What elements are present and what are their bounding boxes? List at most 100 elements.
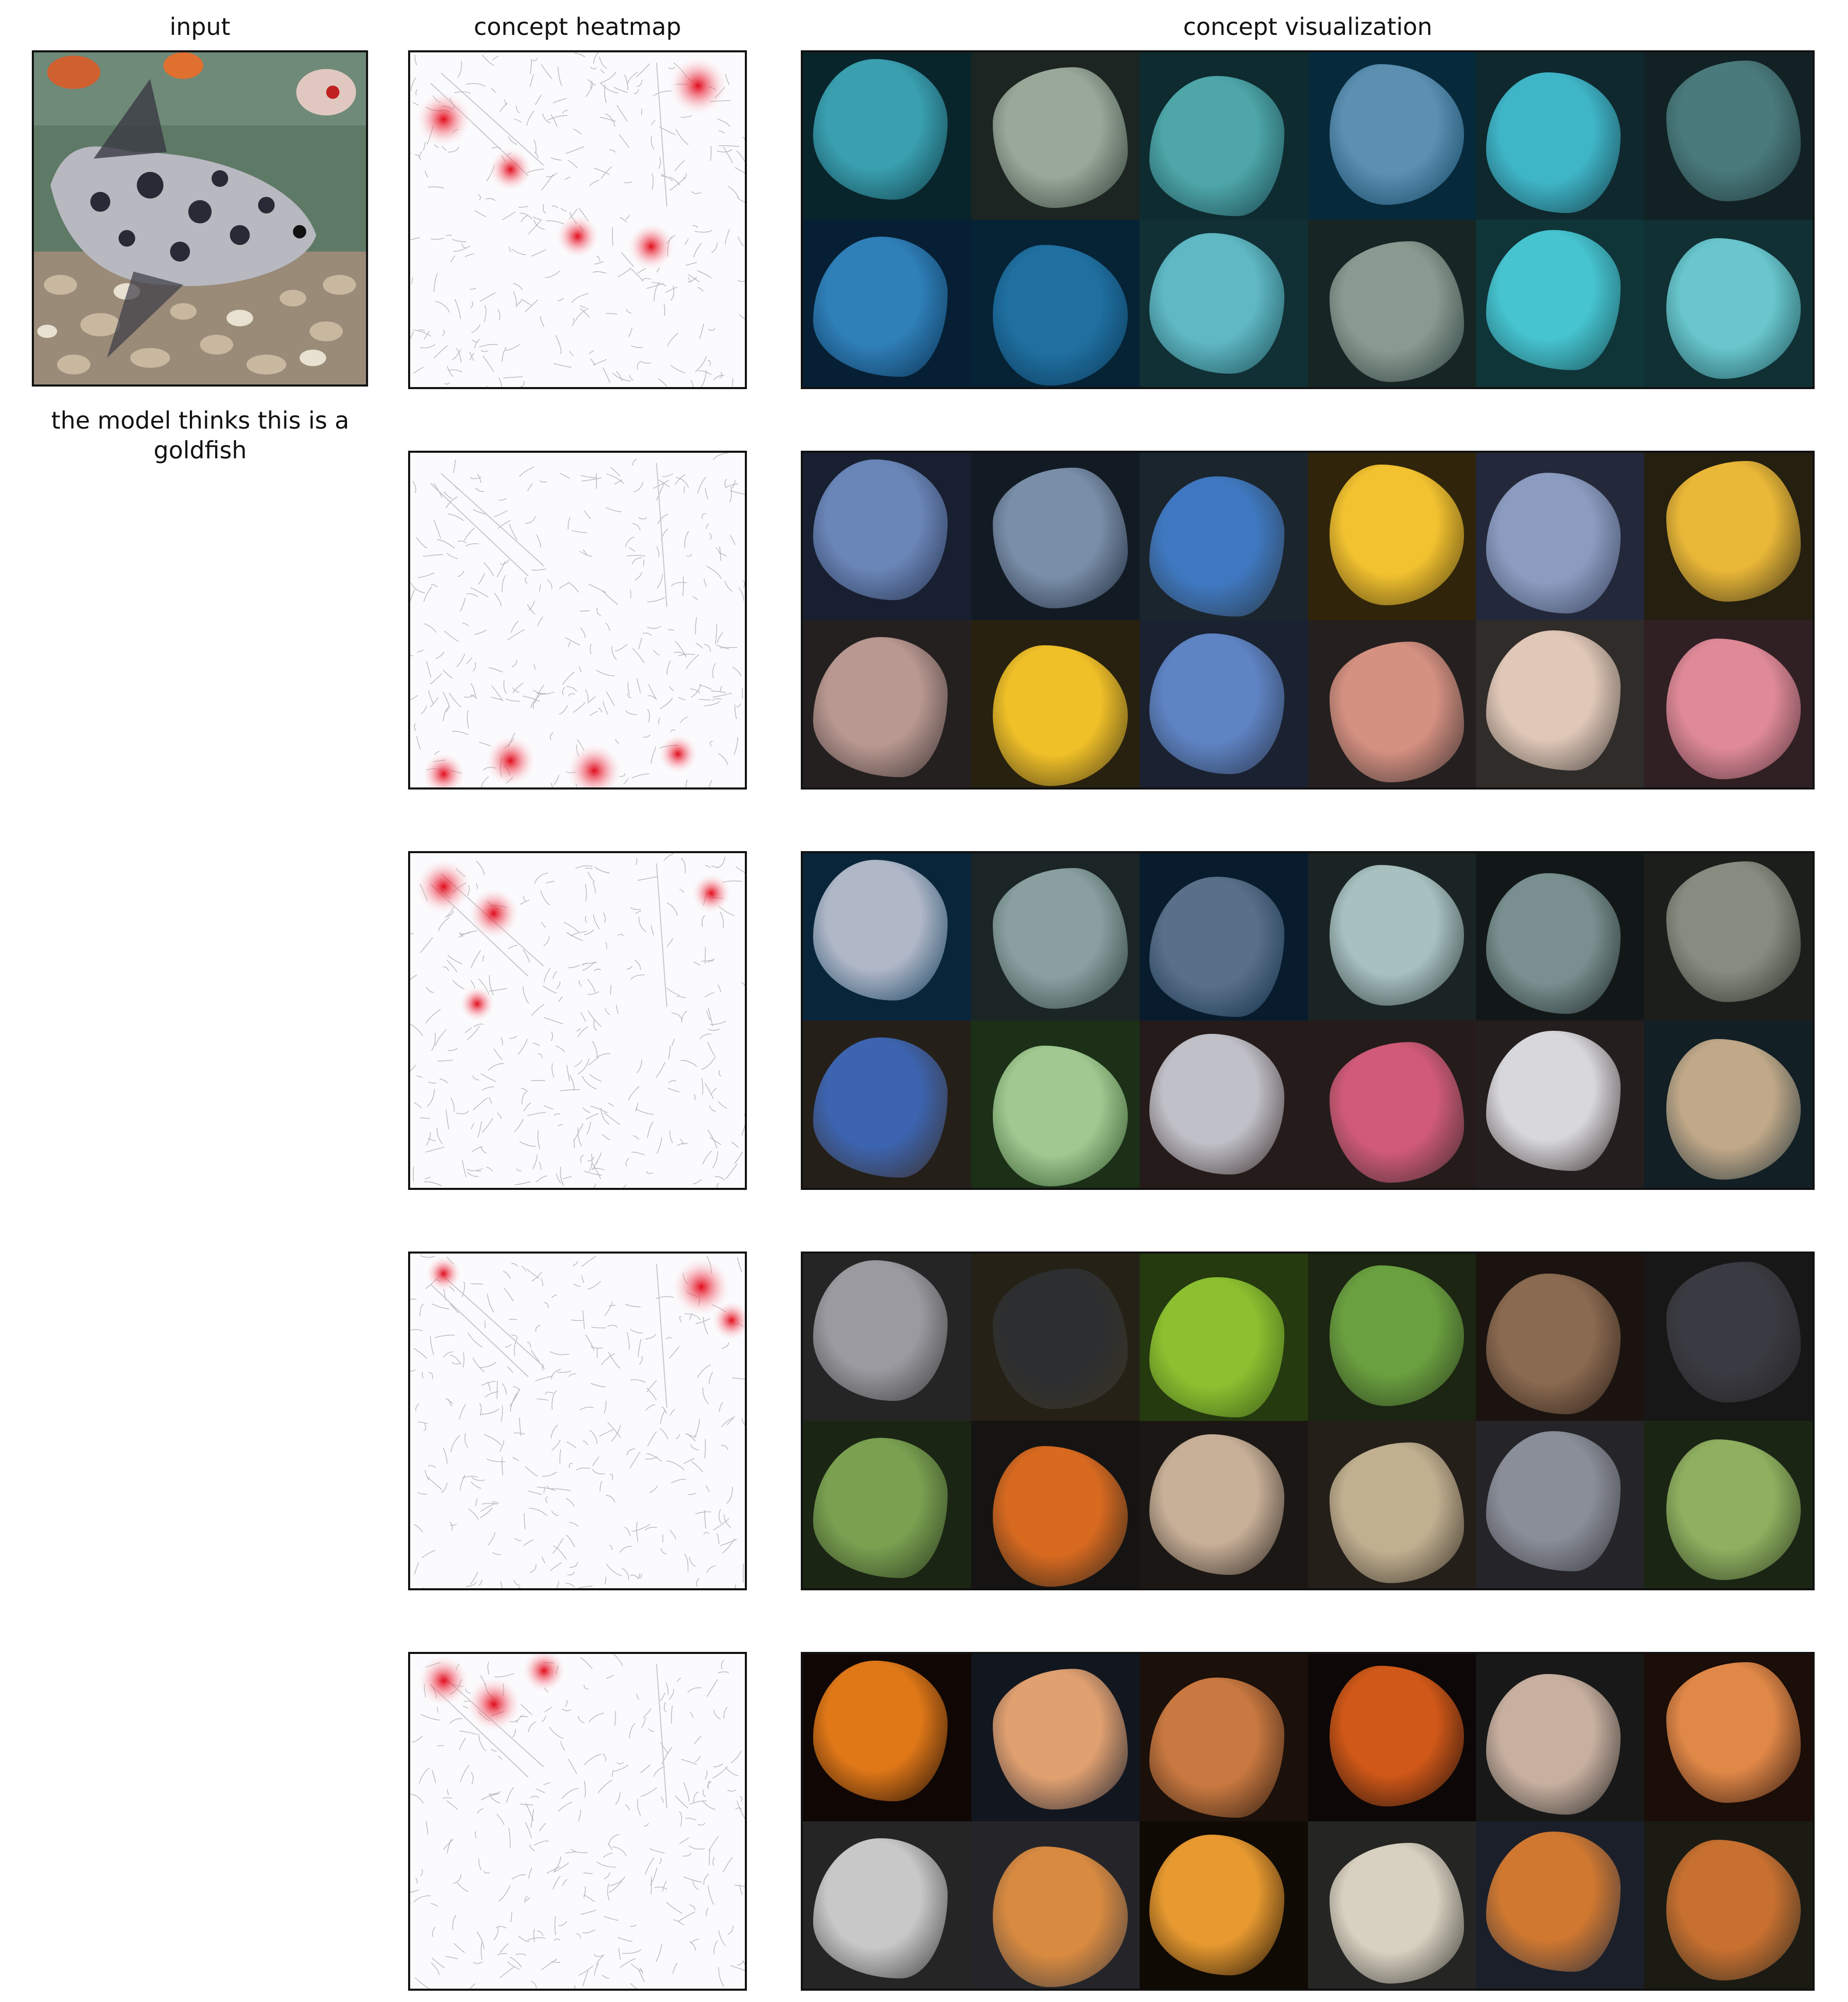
heatmap-texture-stroke bbox=[617, 1762, 624, 1764]
heatmap-texture-stroke bbox=[473, 1961, 484, 1964]
heatmap-texture-stroke bbox=[617, 1937, 633, 1942]
heatmap-texture-stroke bbox=[741, 982, 745, 986]
heatmap-texture-stroke bbox=[470, 476, 482, 479]
heatmap-texture-stroke bbox=[521, 381, 525, 387]
concept-tile-ladybug-wood bbox=[1476, 1254, 1645, 1421]
heatmap-texture-stroke bbox=[671, 1038, 675, 1046]
heatmap-texture-stroke bbox=[612, 372, 631, 381]
heatmap-texture-stroke bbox=[447, 1048, 458, 1051]
concept-tile-diver bbox=[803, 52, 971, 220]
heatmap-texture-stroke bbox=[623, 778, 629, 785]
concept-tile-ladybug-leaf bbox=[1139, 1254, 1308, 1421]
heatmap-texture-stroke bbox=[448, 146, 459, 152]
heatmap-texture-stroke bbox=[532, 701, 537, 709]
heatmap-texture-stroke bbox=[574, 53, 586, 57]
concept-tile-blue-weave bbox=[1139, 620, 1308, 787]
heatmap-texture-stroke bbox=[430, 673, 442, 685]
heatmap-texture-stroke bbox=[531, 568, 546, 571]
heatmap-texture-stroke bbox=[680, 1060, 697, 1067]
heatmap-texture-stroke bbox=[713, 1518, 729, 1531]
heatmap-texture-stroke bbox=[590, 644, 592, 654]
heatmap-texture-stroke bbox=[635, 910, 642, 914]
heatmap-texture-stroke bbox=[593, 1183, 596, 1188]
heatmap-texture-stroke bbox=[615, 739, 620, 744]
heatmap-texture-stroke bbox=[569, 1462, 573, 1469]
heatmap-texture-stroke bbox=[500, 1581, 503, 1588]
heatmap-texture-stroke bbox=[699, 699, 711, 701]
heatmap-texture-stroke bbox=[444, 630, 459, 642]
prediction-caption: the model thinks this is a goldfish bbox=[51, 407, 350, 464]
heatmap-texture-stroke bbox=[642, 278, 651, 281]
heatmap-texture-stroke bbox=[459, 1474, 466, 1491]
heatmap-texture-stroke bbox=[431, 1032, 436, 1051]
heatmap-texture-stroke bbox=[600, 68, 605, 73]
heatmap-texture-stroke bbox=[604, 1112, 621, 1125]
concept-tile-robin-perched bbox=[1644, 1821, 1813, 1989]
heatmap-texture-stroke bbox=[446, 496, 458, 508]
heatmap-texture-stroke bbox=[469, 352, 474, 361]
concept-tile-shark-side bbox=[1307, 853, 1476, 1021]
heatmap-texture-stroke bbox=[500, 1037, 503, 1046]
heatmap-texture-stroke bbox=[565, 1700, 568, 1707]
heatmap-texture-stroke bbox=[458, 1404, 466, 1420]
heatmap-texture-stroke bbox=[717, 119, 730, 127]
concept-tile-steel-drum-flowers bbox=[1307, 1021, 1476, 1188]
heatmap-texture-stroke bbox=[574, 1060, 582, 1067]
heatmap-texture-stroke bbox=[523, 896, 526, 902]
heatmap-texture-stroke bbox=[690, 688, 700, 694]
heatmap-texture-stroke bbox=[478, 344, 498, 348]
heatmap-texture-stroke bbox=[666, 987, 680, 996]
heatmap-texture-stroke bbox=[489, 667, 503, 673]
heatmap-texture-stroke bbox=[447, 1789, 449, 1796]
heatmap-texture-stroke bbox=[457, 61, 462, 78]
heatmap-texture-stroke bbox=[719, 546, 721, 561]
heatmap-texture-stroke bbox=[622, 1568, 629, 1580]
heatmap-texture-stroke bbox=[445, 1956, 458, 1959]
heatmap-texture-stroke bbox=[621, 252, 634, 267]
heatmap-texture-stroke bbox=[575, 307, 589, 321]
heatmap-texture-stroke bbox=[526, 1268, 540, 1279]
heatmap-texture-stroke bbox=[582, 1310, 585, 1330]
heatmap-texture-stroke bbox=[450, 1523, 457, 1526]
heatmap-texture-stroke bbox=[625, 1158, 629, 1167]
heatmap-texture-stroke bbox=[513, 291, 517, 307]
heatmap-texture-stroke bbox=[737, 1961, 744, 1966]
heatmap-texture-stroke bbox=[687, 277, 697, 283]
goldfish-image bbox=[34, 52, 366, 384]
heatmap-texture-stroke bbox=[479, 1508, 493, 1518]
heatmap-texture-stroke bbox=[598, 1779, 613, 1794]
heatmap-texture-stroke bbox=[474, 629, 487, 635]
heatmap-texture-stroke bbox=[471, 1122, 475, 1129]
heatmap-texture-stroke bbox=[435, 1029, 447, 1046]
heatmap-texture-stroke bbox=[657, 1137, 662, 1154]
heatmap-texture-stroke bbox=[587, 79, 596, 86]
heatmap-texture-stroke bbox=[416, 736, 421, 750]
heatmap-texture-stroke bbox=[653, 281, 660, 302]
heatmap-texture-stroke bbox=[701, 1056, 716, 1070]
heatmap-texture-stroke bbox=[647, 1431, 657, 1447]
heatmap-texture-stroke bbox=[630, 589, 631, 599]
heatmap-texture-stroke bbox=[586, 1122, 591, 1135]
heatmap-texture-stroke bbox=[453, 1874, 461, 1884]
heatmap-texture-stroke bbox=[450, 1435, 460, 1453]
heatmap-texture-stroke bbox=[562, 1708, 571, 1711]
heatmap-texture-stroke bbox=[650, 1868, 658, 1885]
heatmap-texture-stroke bbox=[589, 180, 600, 187]
heatmap-texture-stroke bbox=[702, 1789, 706, 1797]
heatmap-texture-stroke bbox=[638, 517, 647, 519]
heatmap-texture-stroke bbox=[644, 1823, 649, 1827]
heatmap-texture-stroke bbox=[704, 644, 711, 652]
heatmap-texture-stroke bbox=[592, 1456, 600, 1467]
heatmap-texture-stroke bbox=[413, 1167, 414, 1182]
heatmap-texture-stroke bbox=[567, 581, 579, 593]
heatmap-texture-stroke bbox=[539, 480, 547, 483]
heatmap-texture-stroke bbox=[669, 1409, 675, 1416]
heatmap-texture-stroke bbox=[542, 1556, 546, 1564]
heatmap-texture-stroke bbox=[578, 1716, 585, 1723]
heatmap-texture-stroke bbox=[668, 1045, 671, 1060]
heatmap-texture-stroke bbox=[413, 1895, 431, 1902]
heatmap-texture-stroke bbox=[486, 1167, 493, 1172]
heatmap-texture-stroke bbox=[534, 872, 548, 884]
heatmap-texture-stroke bbox=[704, 1510, 706, 1529]
heatmap-texture-stroke bbox=[713, 375, 724, 380]
